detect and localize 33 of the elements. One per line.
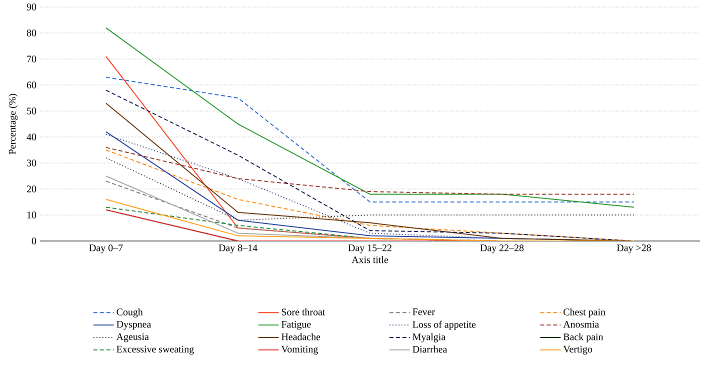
legend-label: Loss of appetite [412, 320, 476, 330]
x-tick-label: Day 22–28 [480, 244, 524, 254]
legend-label: Diarrhea [412, 346, 448, 353]
x-axis-title: Axis title [352, 256, 388, 264]
x-tick-label: Day 8–14 [218, 244, 258, 254]
legend-label: Vertigo [563, 346, 592, 355]
legend-label: Fatigue [281, 320, 311, 330]
legend-label: Anosmia [563, 320, 599, 328]
y-tick-label: 70 [27, 56, 36, 62]
y-tick-label: 30 [27, 160, 36, 166]
legend-label: Sore throat [282, 308, 326, 316]
legend-label: Myalgia [412, 333, 446, 342]
y-tick-label: 90 [26, 4, 36, 10]
legend-label: Chest pain [564, 308, 606, 318]
y-tick-label: 60 [26, 82, 36, 88]
y-axis-title: Percentage (%) [8, 94, 18, 154]
legend-label: Ageusia [116, 333, 149, 342]
legend-label: Headache [281, 333, 320, 340]
legend-label: Back pain [563, 333, 604, 342]
x-tick-label: Day 0–7 [89, 244, 123, 254]
legend-label: Excessive sweating [116, 346, 194, 355]
x-tick-label: Day 15–22 [348, 244, 392, 254]
y-tick-label: 50 [27, 108, 36, 114]
y-tick-label: 80 [26, 30, 36, 36]
legend-label: Dyspnea [116, 320, 152, 330]
legend-label: Cough [116, 308, 143, 318]
y-tick-label: 0 [32, 238, 36, 244]
legend-label: Fever [412, 308, 435, 316]
y-tick-label: 20 [26, 186, 36, 192]
y-tick-label: 40 [26, 134, 36, 140]
y-tick-label: 10 [27, 212, 36, 218]
x-tick-label: Day >28 [616, 244, 651, 254]
legend-label: Vomiting [281, 346, 318, 355]
